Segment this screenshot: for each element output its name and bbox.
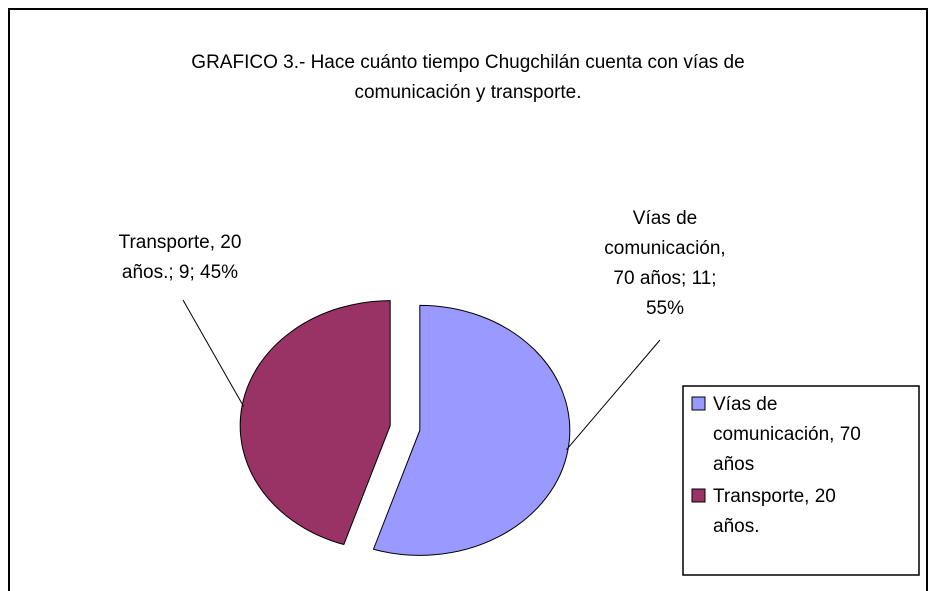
pie-slice <box>372 304 571 556</box>
legend-label: Transporte, 20 años. <box>713 486 836 537</box>
chart-frame <box>8 8 928 591</box>
legend-label: Vías de comunicación, 70 años <box>713 394 861 475</box>
legend-swatch <box>691 488 706 503</box>
legend-swatch <box>691 396 706 411</box>
leader-line <box>182 299 244 407</box>
data-label: Transporte, 20 años.; 9; 45% <box>119 232 242 283</box>
data-label: Vías de comunicación, 70 años; 11; 55% <box>604 208 725 319</box>
leader-line <box>566 339 661 451</box>
legend-box <box>682 385 920 576</box>
pie-slice <box>239 300 391 546</box>
chart-title: GRAFICO 3.- Hace cuánto tiempo Chugchilá… <box>191 52 744 103</box>
